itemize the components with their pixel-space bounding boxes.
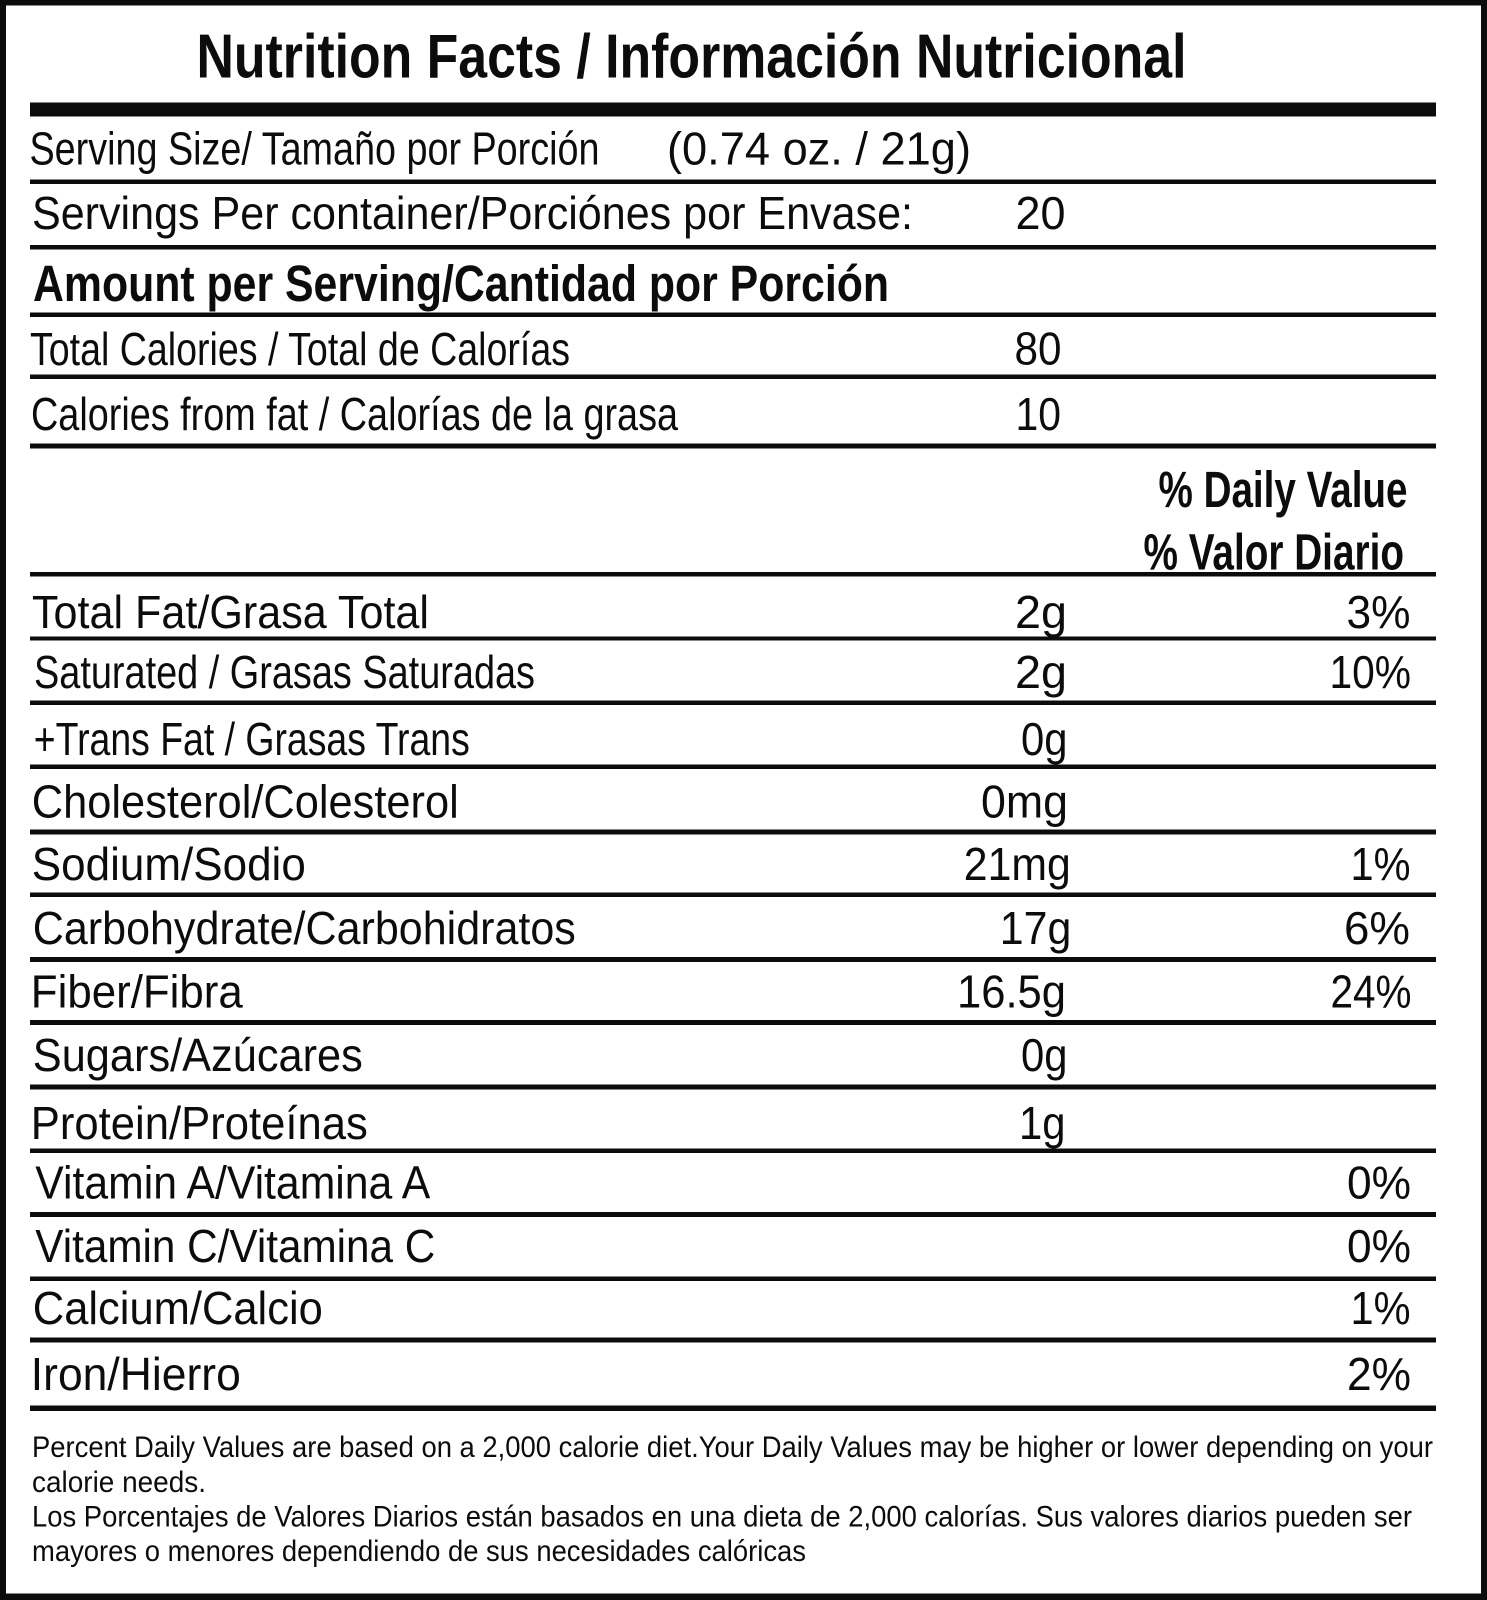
svg-text:0%: 0% bbox=[1347, 1157, 1411, 1209]
svg-text:Serving Size/ Tamaño por Porci: Serving Size/ Tamaño por Porción bbox=[30, 123, 600, 175]
svg-text:2%: 2% bbox=[1347, 1348, 1411, 1400]
svg-text:0%: 0% bbox=[1347, 1220, 1411, 1272]
svg-text:Calories from fat / Calorías d: Calories from fat / Calorías de la grasa bbox=[31, 388, 678, 440]
svg-text:Percent Daily Values are based: Percent Daily Values are based on a 2,00… bbox=[32, 1431, 1433, 1464]
svg-text:% Valor Diario: % Valor Diario bbox=[1144, 524, 1405, 581]
svg-text:Iron/Hierro: Iron/Hierro bbox=[31, 1348, 241, 1400]
svg-text:% Daily Value: % Daily Value bbox=[1159, 461, 1408, 518]
svg-text:1%: 1% bbox=[1351, 838, 1411, 890]
svg-text:Vitamin A/Vitamina A: Vitamin A/Vitamina A bbox=[35, 1157, 430, 1209]
svg-text:Servings Per container/Porción: Servings Per container/Porciónes por Env… bbox=[32, 187, 913, 239]
svg-text:10: 10 bbox=[1016, 388, 1062, 440]
svg-text:Sodium/Sodio: Sodium/Sodio bbox=[32, 838, 306, 890]
svg-text:20: 20 bbox=[1016, 187, 1066, 239]
svg-text:mayores o menores dependiendo: mayores o menores dependiendo de sus nec… bbox=[32, 1535, 806, 1568]
svg-text:0g: 0g bbox=[1021, 713, 1068, 765]
svg-text:calorie needs.: calorie needs. bbox=[32, 1466, 206, 1499]
svg-text:2g: 2g bbox=[1015, 646, 1067, 698]
svg-text:Los Porcentajes de Valores Dia: Los Porcentajes de Valores Diarios están… bbox=[32, 1501, 1412, 1534]
svg-text:1g: 1g bbox=[1019, 1097, 1066, 1149]
svg-text:Protein/Proteínas: Protein/Proteínas bbox=[31, 1097, 368, 1149]
svg-text:16.5g: 16.5g bbox=[957, 966, 1066, 1018]
svg-text:Carbohydrate/Carbohidratos: Carbohydrate/Carbohidratos bbox=[33, 902, 576, 954]
svg-text:21mg: 21mg bbox=[964, 838, 1071, 890]
svg-text:Amount per Serving/Cantidad po: Amount per Serving/Cantidad por Porción bbox=[33, 255, 889, 312]
svg-text:+Trans Fat / Grasas Trans: +Trans Fat / Grasas Trans bbox=[34, 713, 470, 765]
svg-text:Vitamin C/Vitamina C: Vitamin C/Vitamina C bbox=[35, 1220, 435, 1272]
svg-text:2g: 2g bbox=[1015, 586, 1067, 638]
svg-text:1%: 1% bbox=[1351, 1282, 1411, 1334]
svg-text:Nutrition Facts / Información: Nutrition Facts / Información Nutriciona… bbox=[197, 23, 1187, 92]
svg-text:3%: 3% bbox=[1347, 586, 1411, 638]
svg-text:Saturated / Grasas Saturadas: Saturated / Grasas Saturadas bbox=[34, 646, 535, 698]
svg-text:17g: 17g bbox=[1000, 902, 1072, 954]
svg-text:Fiber/Fibra: Fiber/Fibra bbox=[31, 966, 243, 1018]
svg-text:10%: 10% bbox=[1330, 646, 1412, 698]
svg-text:Total Calories / Total de Calo: Total Calories / Total de Calorías bbox=[30, 323, 570, 375]
svg-text:(0.74 oz. / 21g): (0.74 oz. / 21g) bbox=[667, 123, 971, 175]
svg-text:0g: 0g bbox=[1021, 1029, 1068, 1081]
svg-text:80: 80 bbox=[1015, 323, 1062, 375]
svg-text:Calcium/Calcio: Calcium/Calcio bbox=[33, 1282, 323, 1334]
svg-text:Cholesterol/Colesterol: Cholesterol/Colesterol bbox=[32, 776, 459, 828]
svg-text:Total Fat/Grasa Total: Total Fat/Grasa Total bbox=[32, 586, 429, 638]
svg-text:Sugars/Azúcares: Sugars/Azúcares bbox=[33, 1029, 363, 1081]
svg-text:0mg: 0mg bbox=[981, 776, 1068, 828]
svg-text:6%: 6% bbox=[1344, 902, 1410, 954]
svg-text:24%: 24% bbox=[1331, 966, 1412, 1018]
